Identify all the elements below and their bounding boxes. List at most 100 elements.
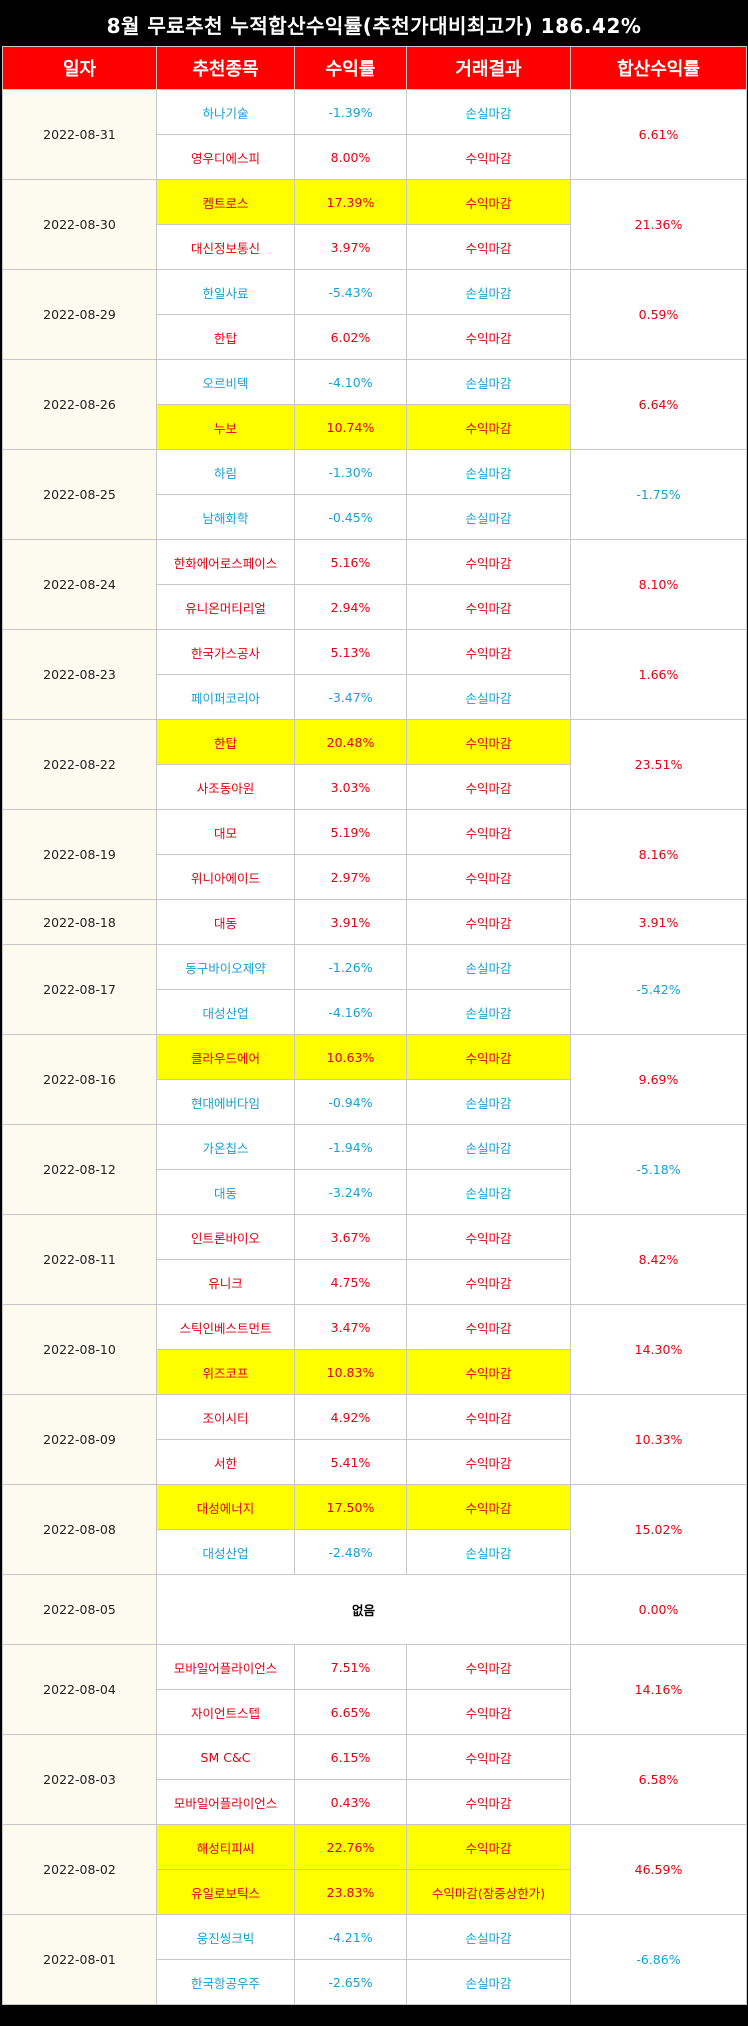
date-cell: 2022-08-29 [2,269,157,360]
date-cell: 2022-08-26 [2,359,157,450]
return-rate-cell: -4.21% [294,1914,407,1960]
total-return-cell: 0.59% [570,269,747,360]
trade-result-cell: 손실마감 [406,674,571,720]
table-row: 2022-08-09 조이시티 4.92% 수익마감 10.33% [2,1394,747,1485]
trade-result-cell: 손실마감 [406,1124,571,1170]
date-cell: 2022-08-17 [2,944,157,1035]
trade-result-cell: 수익마감 [406,134,571,180]
trade-result-cell: 수익마감 [406,1644,571,1690]
date-cell: 2022-08-08 [2,1484,157,1575]
table-row: 2022-08-02 해성티피씨 22.76% 수익마감 46.59% [2,1824,747,1915]
total-return-cell: 3.91% [570,899,747,945]
total-return-cell: -5.18% [570,1124,747,1215]
return-rate-cell: 5.13% [294,629,407,675]
return-rate-cell: 10.74% [294,404,407,450]
return-rate-cell: -5.43% [294,269,407,315]
table-row: 자이언트스텝 6.65% 수익마감 [3,1689,747,1735]
trade-result-cell: 수익마감 [406,1484,571,1530]
stock-name-cell: 대성에너지 [156,1484,295,1530]
table-row: 2022-08-31 하나기술 -1.39% 손실마감 6.61% [2,89,747,180]
table-header-row: 일자 추천종목 수익률 거래결과 합산수익률 [2,46,747,90]
return-rate-cell: 10.83% [294,1349,407,1395]
trade-result-cell: 손실마감 [406,494,571,540]
total-return-cell: 46.59% [570,1824,747,1915]
table-row: 2022-08-11 인트론바이오 3.67% 수익마감 8.42% [2,1214,747,1305]
date-cell: 2022-08-09 [2,1394,157,1485]
stock-name-cell: 페이퍼코리아 [156,674,295,720]
table-row: 2022-08-17 동구바이오제약 -1.26% 손실마감 -5.42% [2,944,747,1035]
header-stock: 추천종목 [156,46,295,90]
return-rate-cell: 6.15% [294,1734,407,1780]
stock-name-cell: 웅진씽크빅 [156,1914,295,1960]
table-row: 2022-08-24 한화에어로스페이스 5.16% 수익마감 8.10% [2,539,747,630]
date-cell: 2022-08-03 [2,1734,157,1825]
return-rate-cell: -0.45% [294,494,407,540]
total-return-cell: 8.10% [570,539,747,630]
date-cell: 2022-08-25 [2,449,157,540]
stock-name-cell: 모바일어플라이언스 [156,1644,295,1690]
trade-result-cell: 수익마감 [406,404,571,450]
date-cell: 2022-08-11 [2,1214,157,1305]
stock-name-cell: 하림 [156,449,295,495]
stock-name-cell: 한탑 [156,719,295,765]
trade-result-cell: 수익마감 [406,764,571,810]
trade-result-cell: 손실마감 [406,944,571,990]
total-return-cell: 9.69% [570,1034,747,1125]
total-return-cell: 10.33% [570,1394,747,1485]
trade-result-cell: 수익마감 [406,1689,571,1735]
return-rate-cell: -1.26% [294,944,407,990]
return-rate-cell: 2.94% [294,584,407,630]
total-return-cell: 14.16% [570,1644,747,1735]
trade-result-cell: 수익마감 [406,1824,571,1870]
return-rate-cell: -2.65% [294,1959,407,2005]
stock-name-cell: 가온칩스 [156,1124,295,1170]
return-rate-cell: 17.39% [294,179,407,225]
trade-result-cell: 수익마감(장중상한가) [406,1869,571,1915]
stock-name-cell: 대신정보통신 [156,224,295,270]
return-rate-cell: -3.47% [294,674,407,720]
stock-name-cell: 위니아에이드 [156,854,295,900]
return-rate-cell: -4.16% [294,989,407,1035]
table-row: 2022-08-19 대모 5.19% 수익마감 8.16% [2,809,747,900]
total-return-cell: 6.64% [570,359,747,450]
trade-result-cell: 수익마감 [406,1034,571,1080]
stock-name-cell: 대동 [156,1169,295,1215]
return-rate-cell: -0.94% [294,1079,407,1125]
trade-result-cell: 수익마감 [406,539,571,585]
trade-result-cell: 수익마감 [406,1779,571,1825]
table-row: 2022-08-04 모바일어플라이언스 7.51% 수익마감 14.16% [2,1644,747,1735]
table-row: 모바일어플라이언스 0.43% 수익마감 [3,1779,747,1825]
table-row: 유니온머티리얼 2.94% 수익마감 [3,584,747,630]
table-row: 영우디에스피 8.00% 수익마감 [3,134,747,180]
table-row: 2022-08-18 대동 3.91% 수익마감 3.91% [2,899,747,945]
total-return-cell: 14.30% [570,1304,747,1395]
stock-name-cell: 유니온머티리얼 [156,584,295,630]
return-rate-cell: -1.39% [294,89,407,135]
date-cell: 2022-08-18 [2,899,157,945]
trade-result-cell: 수익마감 [406,584,571,630]
total-return-cell: 6.58% [570,1734,747,1825]
stock-name-cell: 남해화학 [156,494,295,540]
stock-name-cell: 한국항공우주 [156,1959,295,2005]
stock-name-cell: 해성티피씨 [156,1824,295,1870]
trade-result-cell: 수익마감 [406,1394,571,1440]
trade-result-cell: 손실마감 [406,269,571,315]
trade-result-cell: 수익마감 [406,1259,571,1305]
trade-result-cell: 수익마감 [406,179,571,225]
stock-name-cell: 모바일어플라이언스 [156,1779,295,1825]
table-row: 현대에버다임 -0.94% 손실마감 [3,1079,747,1125]
table-row: 2022-08-23 한국가스공사 5.13% 수익마감 1.66% [2,629,747,720]
stock-name-cell: 누보 [156,404,295,450]
date-cell: 2022-08-31 [2,89,157,180]
return-rate-cell: 23.83% [294,1869,407,1915]
total-return-cell: 8.42% [570,1214,747,1305]
date-cell: 2022-08-23 [2,629,157,720]
trade-result-cell: 손실마감 [406,1529,571,1575]
trade-result-cell: 수익마감 [406,809,571,855]
return-rate-cell: 7.51% [294,1644,407,1690]
date-cell: 2022-08-30 [2,179,157,270]
trade-result-cell: 손실마감 [406,1169,571,1215]
stock-name-cell: 영우디에스피 [156,134,295,180]
trade-result-cell: 수익마감 [406,1304,571,1350]
table-row: 서한 5.41% 수익마감 [3,1439,747,1485]
